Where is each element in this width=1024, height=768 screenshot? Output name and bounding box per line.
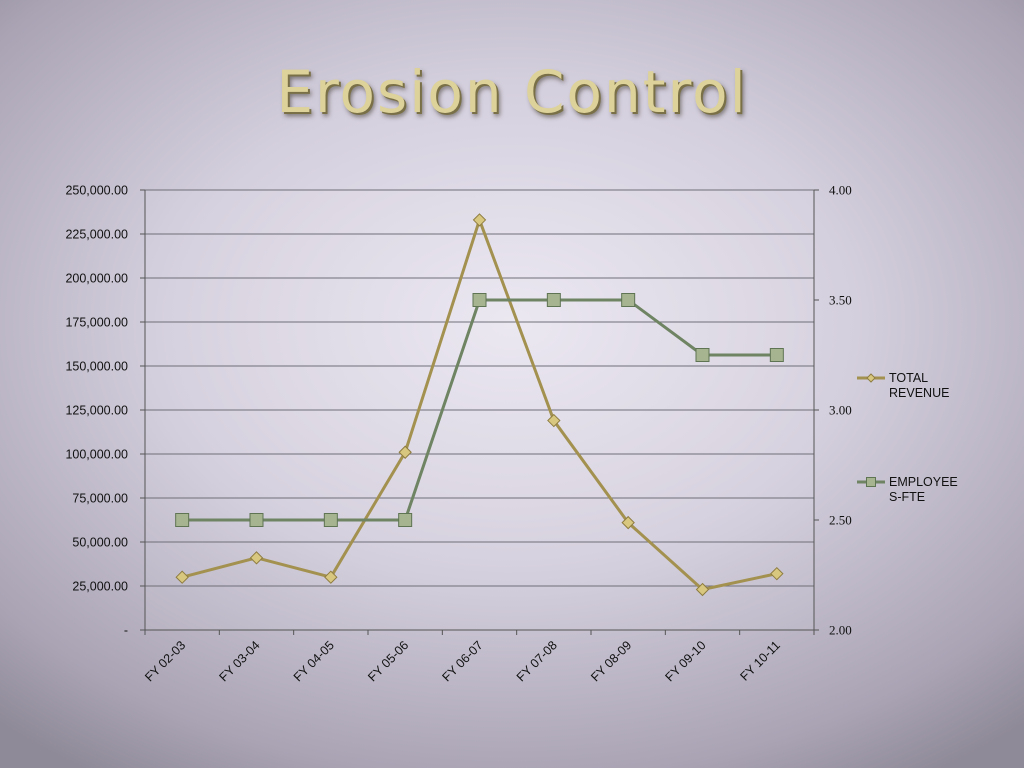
right-tick-label: 2.00 bbox=[829, 623, 852, 638]
data-point-square bbox=[621, 293, 636, 307]
left-tick-label: 250,000.00 bbox=[65, 184, 128, 198]
left-tick-label: 150,000.00 bbox=[65, 360, 128, 374]
left-tick-label: 175,000.00 bbox=[65, 316, 128, 330]
x-tick-label: FY 06-07 bbox=[440, 638, 486, 684]
right-tick-label: 4.00 bbox=[829, 183, 852, 198]
data-point-diamond bbox=[621, 515, 635, 530]
data-point-square bbox=[695, 348, 710, 362]
legend-marker-square bbox=[866, 477, 876, 487]
right-tick-label: 3.50 bbox=[829, 293, 852, 308]
left-tick-label: 75,000.00 bbox=[72, 492, 128, 506]
data-point-square bbox=[769, 348, 784, 362]
data-point-diamond bbox=[398, 445, 412, 459]
data-point-diamond bbox=[175, 570, 189, 584]
x-tick-label: FY 05-06 bbox=[365, 638, 411, 684]
x-tick-label: FY 04-05 bbox=[291, 638, 337, 684]
left-tick-label: 50,000.00 bbox=[72, 536, 128, 550]
legend-label: S-FTE bbox=[889, 490, 925, 504]
data-point-diamond bbox=[547, 413, 561, 428]
legend-label: TOTAL bbox=[889, 371, 928, 385]
left-tick-label: 25,000.00 bbox=[72, 580, 128, 594]
left-tick-label: 200,000.00 bbox=[65, 272, 128, 286]
legend-label: REVENUE bbox=[889, 386, 949, 400]
data-point-square bbox=[323, 513, 338, 527]
data-point-diamond bbox=[249, 551, 264, 565]
left-tick-label: 125,000.00 bbox=[65, 404, 128, 418]
data-point-diamond bbox=[770, 566, 784, 581]
x-tick-label: FY 02-03 bbox=[142, 638, 188, 684]
legend-label: EMPLOYEE bbox=[889, 475, 958, 489]
legend-marker-diamond bbox=[866, 373, 876, 383]
gridlines bbox=[145, 189, 814, 630]
data-point-diamond bbox=[472, 213, 487, 227]
x-tick-label: FY 10-11 bbox=[738, 638, 783, 683]
data-point-square bbox=[398, 513, 413, 527]
series bbox=[175, 213, 784, 597]
slide-title: Erosion Control bbox=[276, 58, 748, 126]
x-tick-label: FY 03-04 bbox=[217, 638, 263, 684]
data-point-diamond bbox=[695, 582, 710, 597]
right-tick-label: 2.50 bbox=[829, 513, 852, 528]
x-tick-label: FY 07-08 bbox=[514, 638, 560, 684]
left-tick-label: - bbox=[124, 624, 128, 638]
x-tick-label: FY 08-09 bbox=[588, 638, 634, 684]
right-tick-label: 3.00 bbox=[829, 403, 852, 418]
data-point-square bbox=[472, 293, 487, 307]
data-point-square bbox=[546, 293, 561, 307]
data-point-square bbox=[175, 513, 190, 527]
data-point-square bbox=[249, 513, 264, 527]
left-tick-label: 225,000.00 bbox=[65, 228, 128, 242]
x-tick-label: FY 09-10 bbox=[663, 638, 709, 684]
data-point-diamond bbox=[324, 570, 338, 584]
left-tick-label: 100,000.00 bbox=[65, 448, 128, 462]
